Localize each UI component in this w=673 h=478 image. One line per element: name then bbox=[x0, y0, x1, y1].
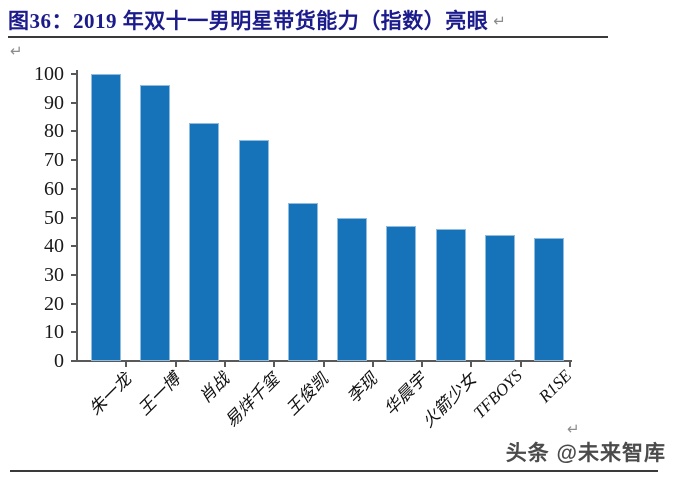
x-axis-category-label: R1SE bbox=[534, 366, 575, 407]
x-axis bbox=[76, 360, 572, 362]
y-axis bbox=[76, 70, 78, 362]
bar-TFBOYS bbox=[485, 234, 516, 361]
y-axis-tick bbox=[71, 101, 77, 104]
y-axis-tick-label: 70 bbox=[44, 149, 64, 172]
y-axis-tick-label: 90 bbox=[44, 91, 64, 114]
x-axis-tick bbox=[174, 362, 177, 367]
paragraph-return-icon: ↵ bbox=[567, 420, 580, 438]
y-axis-tick-label: 80 bbox=[44, 120, 64, 143]
title-underline bbox=[8, 36, 608, 38]
bar-李现 bbox=[337, 217, 368, 361]
y-axis-tick bbox=[71, 73, 77, 75]
y-axis-tick-label: 60 bbox=[44, 177, 64, 200]
bar-火箭少女 bbox=[435, 228, 466, 361]
y-axis-tick bbox=[71, 331, 77, 334]
y-axis-tick-label: 10 bbox=[44, 321, 64, 344]
x-axis-tick bbox=[569, 362, 571, 367]
y-axis-tick-label: 50 bbox=[44, 206, 64, 229]
bar-易烊千玺 bbox=[238, 140, 269, 361]
y-axis-tick-label: 20 bbox=[44, 292, 64, 315]
y-axis-tick bbox=[71, 360, 77, 362]
y-axis-tick-label: 100 bbox=[34, 63, 64, 85]
x-axis-category-label: 火箭少女 bbox=[418, 369, 480, 432]
x-axis-category-label: 易烊千玺 bbox=[221, 369, 283, 432]
x-axis-tick bbox=[223, 362, 226, 367]
y-axis-tick bbox=[71, 130, 77, 133]
x-axis-tick bbox=[470, 362, 473, 367]
x-axis-category-label: TFBOYS bbox=[469, 366, 526, 423]
y-axis-tick bbox=[71, 216, 77, 219]
bar-肖战 bbox=[189, 122, 220, 361]
bar-R1SE bbox=[534, 237, 565, 361]
x-axis-tick bbox=[371, 362, 374, 367]
y-axis-tick-label: 40 bbox=[44, 235, 64, 258]
x-axis-category-label: 朱一龙 bbox=[85, 369, 135, 420]
bar-王一博 bbox=[139, 85, 170, 361]
bar-华晨宇 bbox=[386, 226, 417, 361]
x-axis-category-label: 肖战 bbox=[195, 369, 234, 408]
figure-title: 图36：2019 年双十一男明星带货能力（指数）亮眼 ↵ bbox=[8, 5, 506, 35]
y-axis-tick bbox=[71, 273, 77, 276]
x-axis-category-label: 王一博 bbox=[134, 369, 184, 420]
paragraph-return-icon: ↵ bbox=[10, 42, 23, 60]
y-axis-tick-label: 0 bbox=[54, 350, 64, 372]
watermark: 头条 @未来智库 bbox=[505, 442, 666, 465]
x-axis-tick bbox=[322, 362, 325, 367]
x-axis-tick bbox=[125, 362, 128, 367]
x-axis-tick bbox=[421, 362, 424, 367]
x-axis-tick bbox=[519, 362, 522, 367]
y-axis-tick bbox=[71, 187, 77, 190]
y-axis-tick bbox=[71, 159, 77, 162]
x-axis-tick bbox=[273, 362, 276, 367]
bar-朱一龙 bbox=[90, 74, 121, 361]
bar-王俊凯 bbox=[287, 203, 318, 361]
x-axis-category-label: 王俊凯 bbox=[282, 369, 332, 420]
figure-title-text: 图36：2019 年双十一男明星带货能力（指数）亮眼 bbox=[8, 9, 489, 33]
bottom-divider bbox=[10, 470, 658, 472]
y-axis-tick bbox=[71, 302, 77, 305]
paragraph-return-icon: ↵ bbox=[493, 12, 507, 30]
y-axis-tick bbox=[71, 245, 77, 248]
y-axis-tick-label: 30 bbox=[44, 263, 64, 286]
